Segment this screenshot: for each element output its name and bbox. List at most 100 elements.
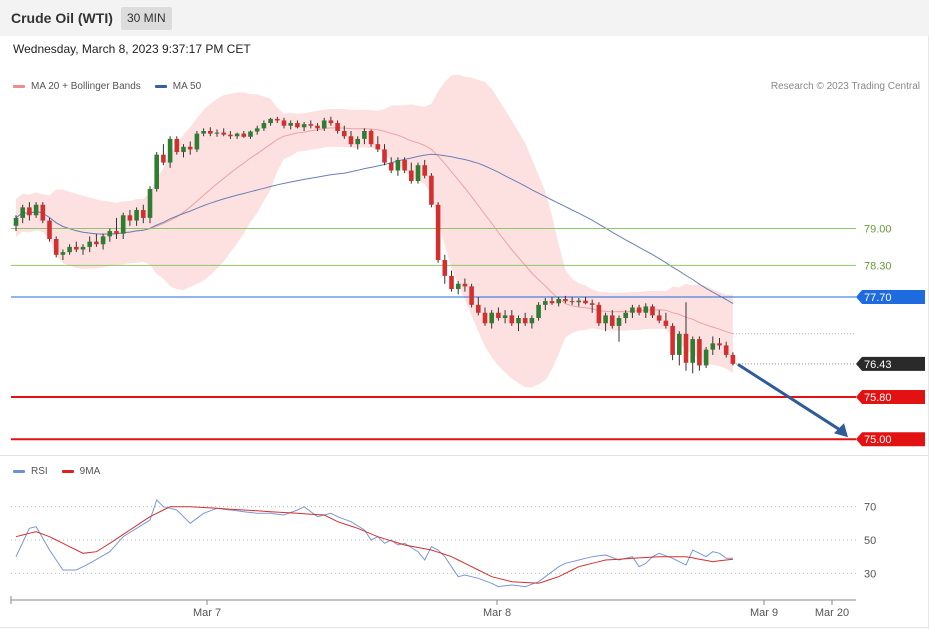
candle-body [723,345,729,355]
candle-body [355,138,360,145]
level-label-2: 77.70 [864,292,892,304]
candle [261,120,267,131]
current-price-label: 76.43 [864,359,892,371]
candle [656,310,662,324]
candle-body [697,339,702,366]
candle [496,307,501,321]
interval-badge[interactable]: 30 MIN [121,7,172,30]
candle [348,130,354,147]
candle [630,304,635,319]
candle [683,302,689,371]
candle-body [120,215,126,234]
candle-body [596,304,602,324]
candle-body [154,154,159,189]
candle [127,210,133,226]
candle-body [40,204,46,221]
candle-body [328,120,334,124]
candle [201,128,206,137]
candle [254,125,260,135]
candle-body [47,220,52,239]
candle [409,162,414,184]
candle-body [281,120,287,126]
candle-body [288,123,293,126]
candle-body [161,154,166,163]
candle [610,310,615,329]
x-tick-label: Mar 20 [815,607,849,619]
candle [730,352,736,366]
candle [476,296,481,316]
candle-body [703,349,709,366]
candle [208,127,213,137]
candle-body [650,306,655,316]
candle [20,204,25,224]
candle [549,296,555,305]
candle [388,157,394,174]
candle [442,254,448,284]
legend-item-ma50: MA 50 [154,81,202,92]
candle [288,120,293,130]
candle-body [348,136,354,145]
candle [40,202,46,224]
candle [248,130,253,139]
candle-body [221,132,226,135]
legend-label-rsi: RSI [31,466,48,477]
candle-body [375,144,381,150]
candle [154,152,159,192]
candle [717,338,722,350]
candle-body [342,130,347,137]
candle [301,122,307,131]
candle [13,215,19,232]
candle-body [630,307,635,313]
legend-label-ma50: MA 50 [172,81,202,92]
level-tag-2 [856,289,925,304]
candle-body [610,315,615,326]
candle-body [368,130,374,145]
header-bar: Crude Oil (WTI) 30 MIN [0,0,929,36]
candle-body [80,246,86,250]
legend-item-rsi: RSI [13,466,48,477]
x-tick-label: Mar 8 [483,607,511,619]
credit-text: Research © 2023 Trading Central [770,81,920,92]
candle-body [409,170,414,182]
candle-body [509,315,515,324]
candle [402,157,407,174]
candle-body [241,133,247,137]
rsi-line [15,499,733,588]
candle-body [214,132,220,134]
candle-body [435,204,441,261]
candle-body [308,124,314,126]
candle-body [529,318,535,324]
candle [295,120,300,129]
candle [603,312,608,332]
candle [315,123,320,131]
candle-body [100,236,106,245]
candle [469,283,474,308]
candle-body [429,175,434,205]
candle-body [730,354,736,364]
rsi-tick-label: 50 [864,535,876,547]
candle [616,315,622,342]
rsi-tick-label: 30 [864,568,876,580]
candle [114,217,119,239]
candle-body [60,252,66,255]
candle-body [27,207,32,216]
candle [663,312,669,329]
candle-body [543,301,548,305]
rsi-legend: RSI 9MA [13,466,114,477]
candle-body [623,312,628,319]
candle [569,296,575,305]
candle-body [663,320,669,326]
candle-body [502,315,508,319]
candle-body [114,231,119,234]
candle-body [462,283,468,287]
candle-body [549,301,555,304]
candle [462,278,468,292]
candle-body [683,333,689,363]
candle-body [388,162,394,171]
candle [429,173,434,208]
level-label-1: 78.30 [864,260,892,272]
legend-swatch-rsi [13,470,25,473]
ma50-line [15,153,734,305]
candle-body [556,299,561,304]
